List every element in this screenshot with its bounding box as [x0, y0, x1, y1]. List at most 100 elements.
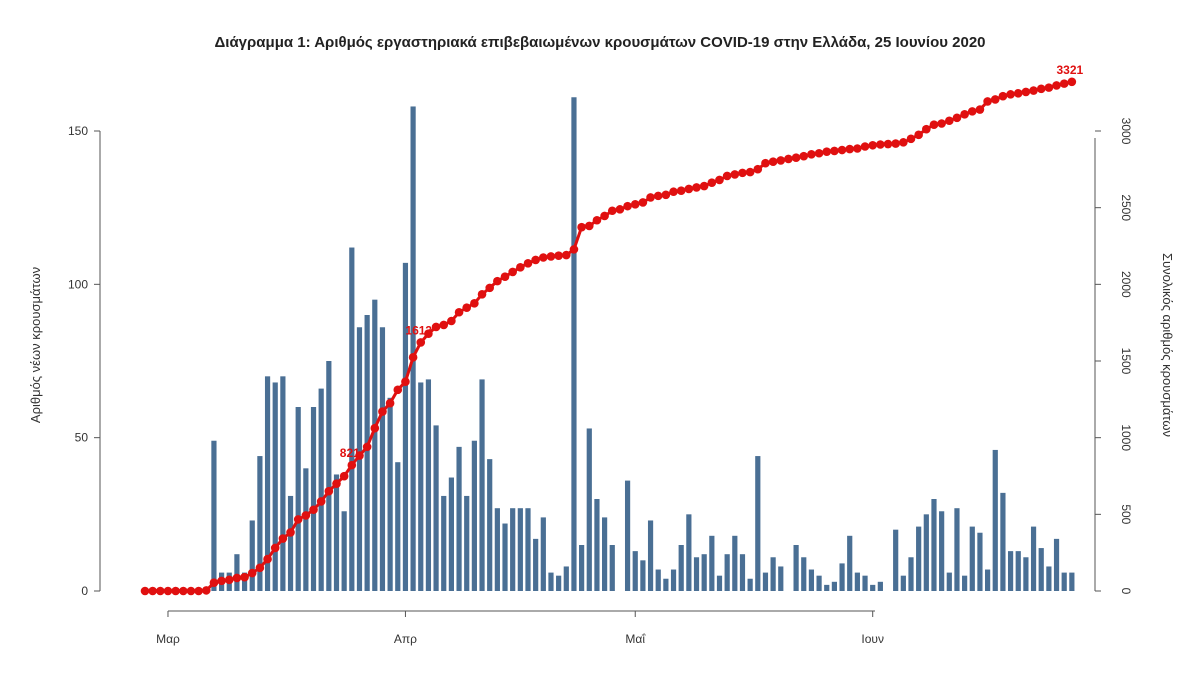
- cumulative-point-day-84: [784, 154, 793, 164]
- cumulative-point-day-59: [592, 215, 602, 225]
- cumulative-point-day-25: [332, 479, 341, 488]
- cumulative-point-day-45: [485, 283, 495, 293]
- bar-day-56: [571, 97, 577, 591]
- bar-day-63: [624, 480, 631, 591]
- bar-day-16: [264, 376, 271, 591]
- cumulative-point-day-7: [194, 586, 203, 596]
- bar-day-55: [563, 566, 569, 591]
- bar-day-64: [632, 551, 638, 591]
- cumulative-point-day-69: [669, 187, 678, 197]
- cumulative-point-day-20: [293, 515, 303, 524]
- cumulative-point-day-113: [1006, 90, 1015, 99]
- bar-day-49: [517, 508, 523, 591]
- bar-day-39: [441, 495, 447, 591]
- cumulative-point-day-33: [393, 385, 403, 395]
- bar-day-100: [908, 557, 914, 591]
- bar-day-91: [839, 563, 845, 591]
- bar-day-33: [395, 462, 401, 591]
- bar-day-115: [1023, 557, 1029, 591]
- cumulative-point-day-8: [201, 586, 211, 595]
- cumulative-point-day-114: [1013, 88, 1023, 98]
- bar-day-82: [770, 557, 776, 591]
- bar-day-65: [640, 560, 646, 591]
- cumulative-point-day-0: [140, 586, 150, 596]
- bar-day-76: [724, 554, 730, 591]
- bar-day-102: [923, 514, 929, 591]
- cumulative-point-day-44: [477, 290, 487, 299]
- left-tick-label-150: 150: [68, 124, 88, 138]
- annotation-label-1: 1613: [405, 323, 432, 337]
- bar-day-114: [1015, 551, 1021, 591]
- left-tick-label-100: 100: [68, 277, 88, 291]
- x-tick-label-0: Μαρ: [156, 632, 180, 646]
- bar-day-27: [349, 247, 355, 591]
- cumulative-point-day-103: [929, 120, 939, 130]
- bar-day-9: [211, 440, 217, 591]
- cumulative-point-day-30: [370, 423, 380, 433]
- cumulative-point-day-83: [776, 156, 786, 165]
- cumulative-point-day-120: [1059, 79, 1069, 88]
- bar-day-101: [916, 526, 922, 591]
- bar-day-53: [548, 572, 554, 591]
- bar-day-36: [418, 382, 424, 591]
- bar-day-67: [655, 569, 661, 591]
- bar-day-13: [241, 572, 248, 591]
- cumulative-point-day-10: [217, 576, 226, 586]
- cumulative-point-day-41: [454, 307, 464, 317]
- cumulative-point-day-57: [577, 222, 586, 232]
- bar-day-52: [540, 517, 546, 591]
- bar-day-24: [326, 361, 332, 591]
- bar-day-93: [854, 572, 860, 591]
- bar-day-35: [410, 106, 416, 592]
- bar-day-96: [877, 581, 883, 591]
- cumulative-point-day-117: [1036, 84, 1046, 94]
- cumulative-point-day-100: [906, 134, 916, 144]
- right-tick-label-3000: 3000: [1119, 118, 1133, 145]
- cumulative-point-day-112: [998, 91, 1008, 101]
- annotations: 3321 1613 821: [340, 63, 1084, 460]
- bar-day-119: [1053, 538, 1060, 591]
- cumulative-point-day-14: [247, 568, 257, 578]
- cumulative-point-day-39: [439, 320, 449, 330]
- bar-day-23: [318, 388, 324, 591]
- bar-day-43: [471, 440, 477, 591]
- bar-day-75: [716, 575, 723, 591]
- cumulative-point-day-29: [362, 442, 372, 452]
- cumulative-point-day-78: [738, 168, 747, 178]
- cumulative-point-day-47: [500, 272, 510, 281]
- cumulative-point-day-111: [990, 95, 1000, 104]
- bar-day-61: [609, 545, 615, 591]
- x-tick-label-2: Μαΐ: [625, 632, 646, 646]
- cumulative-point-day-97: [883, 139, 893, 149]
- cumulative-point-day-81: [761, 158, 770, 168]
- bar-day-85: [793, 545, 799, 591]
- cumulative-point-day-4: [171, 586, 180, 596]
- cumulative-point-day-91: [837, 145, 847, 155]
- bar-day-32: [387, 397, 393, 591]
- cumulative-point-day-51: [531, 255, 540, 265]
- chart-title: Διάγραμμα 1: Αριθμός εργαστηριακά επιβεβ…: [214, 34, 986, 51]
- annotation-label-0: 3321: [1057, 63, 1084, 77]
- bar-day-116: [1030, 526, 1037, 591]
- cumulative-point-day-26: [339, 471, 349, 481]
- bar-day-59: [594, 499, 600, 591]
- bar-day-110: [985, 569, 991, 591]
- bar-day-72: [693, 557, 700, 591]
- left-tick-label-0: 0: [81, 584, 88, 598]
- bar-day-77: [732, 535, 738, 591]
- cumulative-point-day-28: [355, 451, 364, 460]
- bar-day-78: [739, 554, 746, 591]
- bar-day-87: [808, 569, 815, 591]
- cumulative-point-day-79: [745, 167, 755, 177]
- bar-day-111: [992, 449, 998, 591]
- bar-day-105: [946, 572, 952, 591]
- right-tick-label-500: 500: [1119, 504, 1133, 524]
- bar-day-121: [1069, 572, 1075, 591]
- bar-day-31: [379, 327, 386, 591]
- cumulative-point-day-76: [722, 171, 732, 181]
- bar-day-29: [364, 315, 370, 591]
- cumulative-point-day-43: [470, 299, 479, 308]
- bar-day-14: [249, 520, 255, 591]
- left-y-axis-title: Αριθμός νέων κρουσμάτων: [28, 267, 43, 423]
- bar-day-83: [778, 566, 784, 591]
